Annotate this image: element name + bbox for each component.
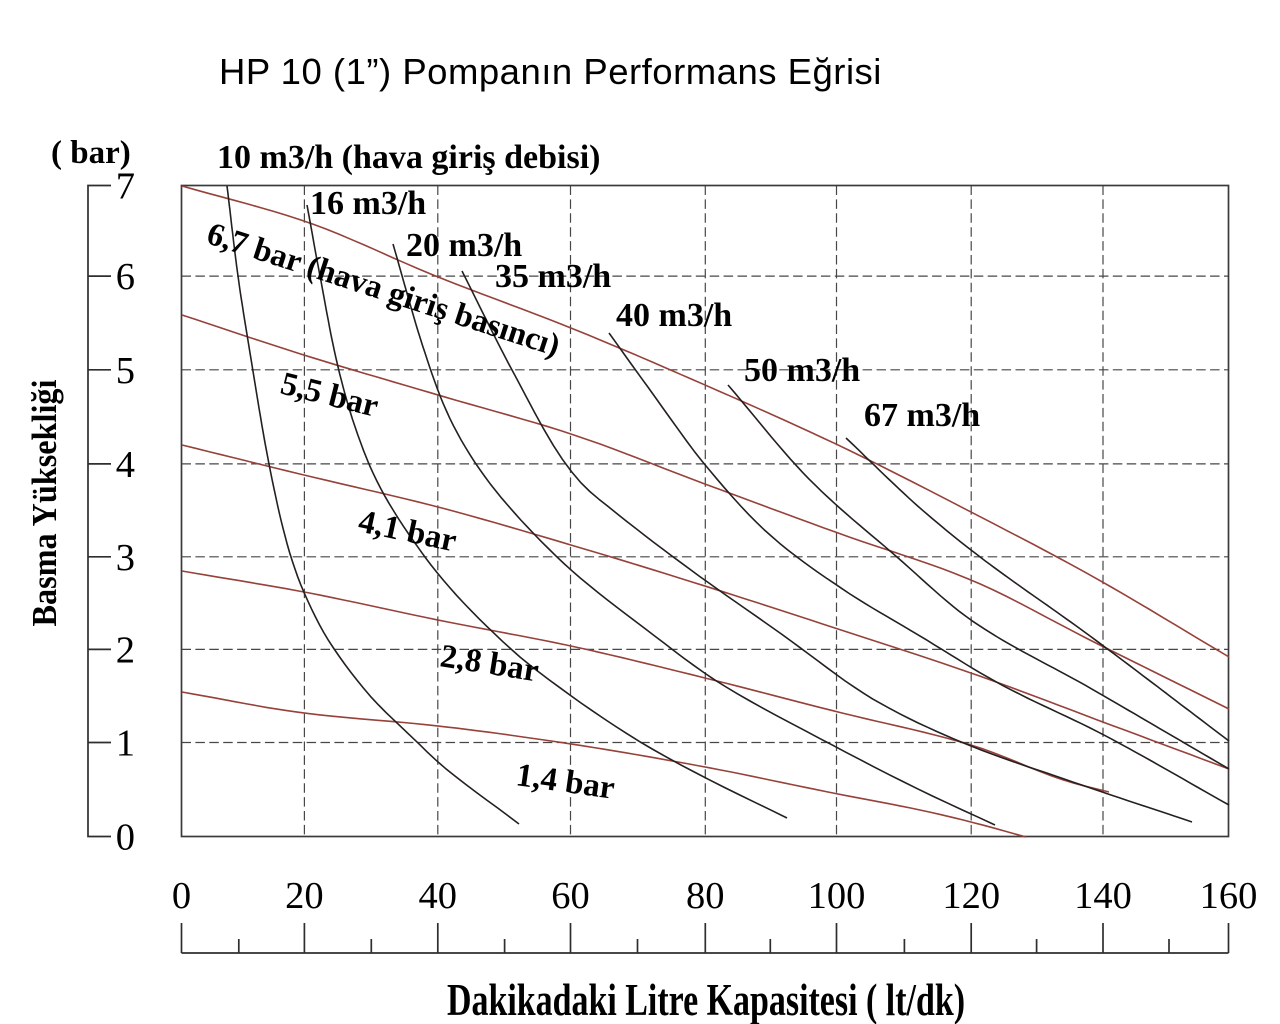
svg-text:4: 4	[116, 444, 135, 486]
svg-text:40: 40	[419, 875, 458, 917]
svg-text:6: 6	[116, 256, 135, 298]
svg-text:10 m3/h (hava giriş debisi): 10 m3/h (hava giriş debisi)	[217, 139, 600, 176]
svg-text:160: 160	[1200, 875, 1258, 917]
svg-text:20: 20	[285, 875, 324, 917]
svg-text:Dakikadaki Litre Kapasitesi (: Dakikadaki Litre Kapasitesi ( lt/dk)	[447, 975, 965, 1024]
svg-text:100: 100	[808, 875, 866, 917]
svg-text:60: 60	[551, 875, 590, 917]
svg-text:16 m3/h: 16 m3/h	[310, 185, 426, 222]
svg-text:Basma Yüksekliği: Basma Yüksekliği	[25, 379, 64, 626]
svg-text:1: 1	[116, 723, 135, 765]
svg-text:50 m3/h: 50 m3/h	[744, 352, 860, 389]
svg-text:20 m3/h: 20 m3/h	[406, 227, 522, 264]
svg-text:3: 3	[116, 537, 135, 579]
svg-text:67 m3/h: 67 m3/h	[864, 397, 980, 434]
svg-text:120: 120	[942, 875, 1000, 917]
svg-text:0: 0	[172, 875, 191, 917]
svg-text:2: 2	[116, 629, 135, 671]
svg-text:7: 7	[116, 166, 135, 208]
svg-text:140: 140	[1074, 875, 1132, 917]
svg-text:HP 10 (1”) Pompanın Performans: HP 10 (1”) Pompanın Performans Eğrisi	[219, 51, 882, 92]
svg-text:0: 0	[116, 817, 135, 859]
svg-text:35 m3/h: 35 m3/h	[495, 258, 611, 295]
svg-text:40 m3/h: 40 m3/h	[616, 297, 732, 334]
svg-text:80: 80	[686, 875, 725, 917]
svg-text:5: 5	[116, 350, 135, 392]
svg-text:( bar): ( bar)	[51, 135, 131, 171]
